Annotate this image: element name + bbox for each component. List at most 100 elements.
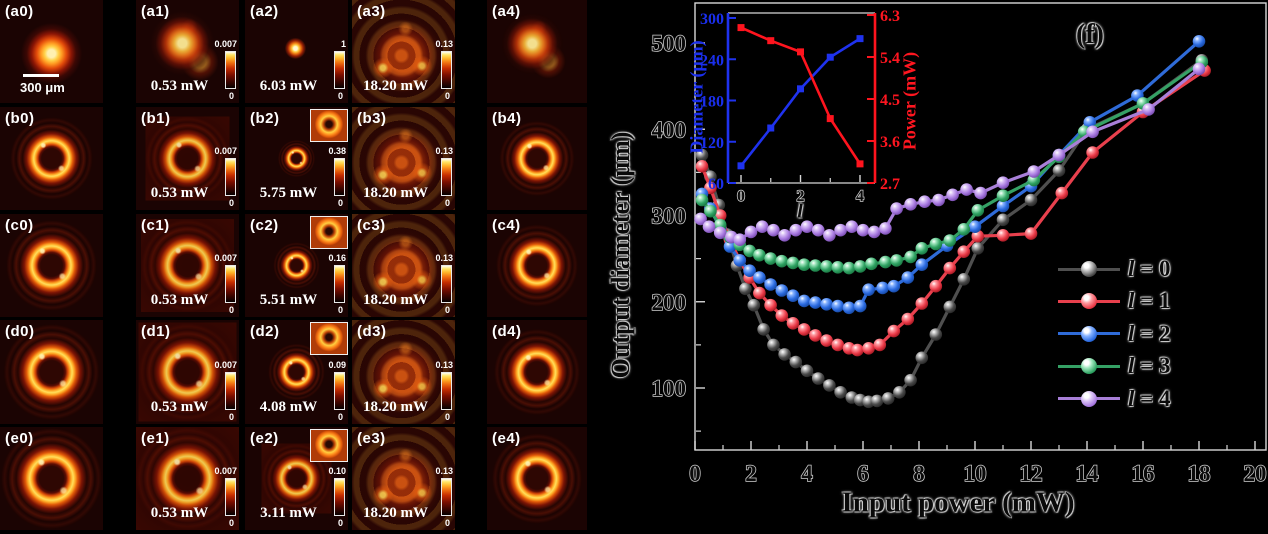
colorbar-max-label: 0.13: [435, 39, 453, 49]
data-point: [744, 225, 758, 239]
panel-label: (d0): [5, 323, 35, 340]
panel-label: (e4): [492, 430, 521, 447]
power-label: 0.53 mW: [150, 185, 209, 201]
beam-intensity-image: [352, 0, 455, 103]
beam-panel-c1: (c1) 0.53 mW 0.007 0: [136, 214, 239, 317]
data-point: [753, 286, 766, 300]
data-point: [695, 160, 709, 173]
beam-panel-b0: (b0): [0, 107, 103, 210]
beam-intensity-image: [6, 220, 97, 311]
beam-panel-c2: (c2) 5.51 mW 0.16 0: [245, 214, 348, 317]
beam-panel-e4: (e4): [487, 427, 587, 530]
panel-label: (b4): [492, 110, 522, 127]
data-point: [831, 299, 845, 313]
colorbar-max-label: 1: [340, 39, 346, 49]
chart-legend: l = 0 l = 1 l = 2 l = 3 l = 4: [1058, 0, 1268, 534]
legend-label: l = 1: [1128, 288, 1171, 314]
y-axis-title: Output diameter (μm): [606, 131, 635, 379]
panel-label: (a0): [5, 3, 34, 20]
colorbar-max-label: 0.13: [435, 360, 453, 370]
data-point: [778, 348, 791, 361]
legend-label-symbol: l: [1128, 320, 1135, 346]
inset-right-tick-label: 3.6: [880, 134, 900, 151]
power-label: 18.20 mW: [363, 505, 428, 521]
series-l-0: [695, 54, 1209, 409]
data-point: [957, 223, 971, 236]
data-point: [1024, 193, 1038, 207]
x-tick-label: 4: [801, 461, 813, 486]
beam-intensity-image: [136, 0, 239, 103]
data-point: [733, 254, 747, 267]
colorbar-min-label: 0: [228, 198, 234, 208]
inset-left-tick-label: 60: [708, 176, 724, 193]
panel-label: (d2): [250, 323, 280, 340]
beam-intensity-image: [352, 214, 455, 317]
data-point: [695, 193, 709, 207]
legend-item-l-3: l = 3: [1058, 353, 1171, 379]
data-point: [946, 188, 959, 202]
colorbar: [334, 265, 345, 303]
beam-intensity-image: [277, 139, 316, 178]
data-point: [811, 372, 825, 385]
colorbar-min-label: 0: [228, 91, 234, 101]
data-point: [809, 296, 822, 309]
output-diameter-chart: 0 2 4 6 8 10 12 14 16 18 20 100 200 300 400 500 60 120 180…: [588, 0, 1268, 534]
data-point: [915, 297, 929, 310]
data-point: [879, 222, 892, 235]
data-point: [809, 259, 822, 272]
legend-label: l = 0: [1128, 256, 1171, 281]
data-point: [865, 257, 878, 271]
x-axis-title: Input power (mW): [841, 486, 1075, 519]
colorbar: [334, 158, 345, 196]
colorbar: [225, 51, 236, 89]
data-point: [767, 338, 780, 352]
legend-marker: [1081, 293, 1097, 310]
data-point: [918, 195, 931, 208]
x-tick-label: 20: [1244, 461, 1267, 486]
data-point: [974, 186, 987, 200]
inset-thumbnail: [310, 322, 348, 355]
data-point: [876, 281, 889, 295]
colorbar: [225, 158, 236, 196]
colorbar-max-label: 0.13: [435, 146, 453, 156]
plot-frame: [694, 2, 1267, 451]
power-label: 6.03 mW: [259, 78, 318, 94]
x-tick-label: 16: [1132, 461, 1155, 486]
x-tick-label: 12: [1020, 461, 1043, 486]
data-point: [971, 229, 985, 243]
beam-intensity-image: [136, 427, 239, 530]
data-point: [775, 309, 789, 322]
legend-label: l = 3: [1128, 353, 1171, 379]
data-point: [968, 220, 982, 233]
legend-label-symbol: l: [1128, 288, 1135, 314]
data-point: [789, 355, 803, 369]
scale-bar-line: [23, 74, 59, 77]
data-point: [904, 250, 917, 264]
inset-right-tick-label: 2.7: [880, 176, 900, 193]
x-tick-label: 8: [913, 461, 925, 486]
legend-label: l = 4: [1128, 385, 1171, 411]
colorbar-max-label: 0.38: [328, 146, 346, 156]
beam-panel-a2: (a2) 6.03 mW 1 0: [245, 0, 348, 103]
data-point: [764, 278, 777, 291]
data-point: [739, 282, 752, 296]
data-point: [695, 148, 709, 162]
data-point: [853, 260, 867, 273]
data-point: [1086, 146, 1099, 159]
beam-intensity-image: [352, 427, 455, 530]
data-point: [767, 223, 780, 237]
data-point: [743, 264, 756, 278]
data-point: [971, 242, 985, 255]
colorbar-max-label: 0.10: [328, 466, 346, 476]
power-label: 5.51 mW: [259, 292, 318, 308]
beam-intensity-image: [489, 2, 585, 101]
data-point: [1192, 62, 1206, 76]
data-point: [1055, 186, 1069, 200]
colorbar: [441, 478, 452, 516]
data-point: [851, 343, 864, 357]
legend-item-l-0: l = 0: [1058, 256, 1171, 282]
colorbar-min-label: 0: [444, 198, 450, 208]
y-tick-label: 400: [652, 117, 687, 142]
data-point: [1024, 227, 1038, 240]
inset-data-point: [797, 85, 804, 93]
